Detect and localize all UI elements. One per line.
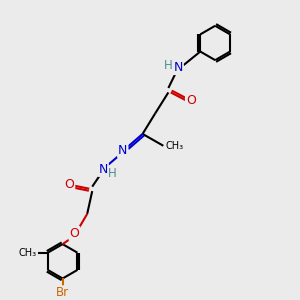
- Text: Br: Br: [56, 286, 69, 299]
- Text: N: N: [118, 144, 128, 157]
- Text: CH₃: CH₃: [166, 141, 184, 151]
- Text: N: N: [173, 61, 183, 74]
- Text: N: N: [98, 163, 108, 176]
- Text: O: O: [186, 94, 196, 106]
- Text: H: H: [108, 167, 117, 179]
- Text: CH₃: CH₃: [18, 248, 37, 258]
- Text: O: O: [64, 178, 74, 191]
- Text: H: H: [164, 59, 173, 72]
- Text: O: O: [70, 227, 80, 240]
